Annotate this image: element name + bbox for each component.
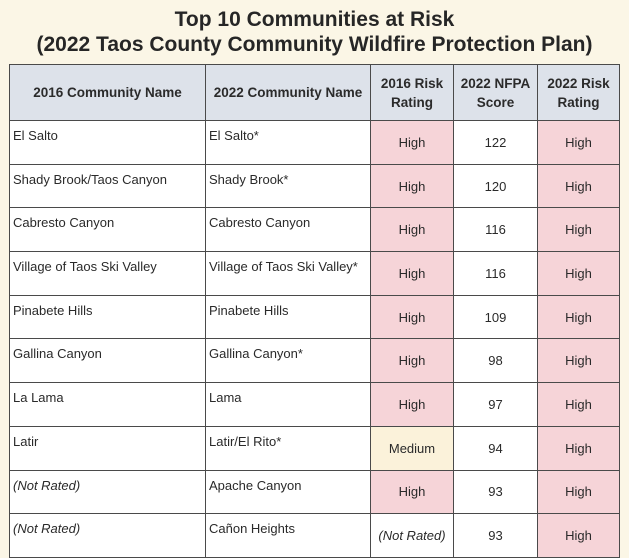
table-row: Shady Brook/Taos Canyon Shady Brook* Hig… [9, 163, 620, 209]
cell-nfpa-score: 122 [453, 120, 538, 165]
cell-2016-risk: High [370, 251, 454, 296]
cell-2016-risk: Medium [370, 425, 454, 471]
cell-2016-name: Shady Brook/Taos Canyon [9, 163, 206, 209]
header-text: Rating [557, 94, 600, 110]
cell-2016-risk: High [370, 469, 454, 515]
header-2022-community-name: 2022 Community Name [205, 64, 371, 121]
cell-2022-name: Village of Taos Ski Valley* [205, 251, 371, 296]
cell-2022-name: Pinabete Hills [205, 294, 371, 340]
header-text: 2022 NFPA [460, 75, 531, 91]
header-text: Rating [391, 94, 433, 110]
table-row: La Lama Lama High 97 High [9, 382, 620, 427]
table-row: El Salto El Salto* High 122 High [9, 120, 620, 165]
cell-2016-risk: High [370, 294, 454, 340]
cell-2016-risk: (Not Rated) [370, 513, 454, 558]
cell-2022-risk: High [537, 425, 620, 471]
cell-2016-risk: High [370, 207, 454, 253]
cell-2016-name: La Lama [9, 382, 206, 427]
cell-2022-risk: High [537, 163, 620, 209]
cell-nfpa-score: 93 [453, 513, 538, 558]
header-text: 2016 Risk [380, 75, 444, 91]
header-2022-risk-rating: 2022 Risk Rating [537, 64, 620, 121]
table-row: Village of Taos Ski Valley Village of Ta… [9, 251, 620, 296]
header-2016-risk-rating: 2016 Risk Rating [370, 64, 454, 121]
cell-2022-name: Cabresto Canyon [205, 207, 371, 253]
cell-nfpa-score: 98 [453, 338, 538, 384]
cell-2022-risk: High [537, 207, 620, 253]
cell-2016-name: Latir [9, 425, 206, 471]
cell-2016-risk: High [370, 163, 454, 209]
cell-2016-name: Village of Taos Ski Valley [9, 251, 206, 296]
title-line-1: Top 10 Communities at Risk [174, 8, 455, 31]
cell-2016-name: El Salto [9, 120, 206, 165]
cell-2022-risk: High [537, 294, 620, 340]
cell-2016-name: Cabresto Canyon [9, 207, 206, 253]
cell-nfpa-score: 93 [453, 469, 538, 515]
header-text: Score [476, 94, 515, 110]
page-title: Top 10 Communities at Risk (2022 Taos Co… [0, 7, 629, 57]
cell-nfpa-score: 120 [453, 163, 538, 209]
table-row: Pinabete Hills Pinabete Hills High 109 H… [9, 294, 620, 340]
cell-2022-risk: High [537, 382, 620, 427]
cell-2022-name: Cañon Heights [205, 513, 371, 558]
header-2022-nfpa-score: 2022 NFPA Score [453, 64, 538, 121]
communities-at-risk-table: 2016 Community Name 2022 Community Name … [9, 64, 620, 558]
cell-2016-name: Pinabete Hills [9, 294, 206, 340]
table-row: Latir Latir/El Rito* Medium 94 High [9, 425, 620, 471]
header-text: 2022 Risk [547, 75, 610, 91]
cell-2022-name: Lama [205, 382, 371, 427]
cell-2022-name: Gallina Canyon* [205, 338, 371, 384]
table-header-row: 2016 Community Name 2022 Community Name … [9, 64, 620, 121]
table-row: Gallina Canyon Gallina Canyon* High 98 H… [9, 338, 620, 384]
cell-nfpa-score: 94 [453, 425, 538, 471]
table-row: (Not Rated) Cañon Heights (Not Rated) 93… [9, 513, 620, 558]
cell-2022-risk: High [537, 513, 620, 558]
cell-2022-risk: High [537, 338, 620, 384]
cell-nfpa-score: 97 [453, 382, 538, 427]
cell-2016-name: (Not Rated) [9, 513, 206, 558]
cell-2016-risk: High [370, 382, 454, 427]
title-line-2: (2022 Taos County Community Wildfire Pro… [36, 33, 593, 56]
cell-2022-name: El Salto* [205, 120, 371, 165]
cell-2022-risk: High [537, 469, 620, 515]
cell-nfpa-score: 116 [453, 207, 538, 253]
header-2016-community-name: 2016 Community Name [9, 64, 206, 121]
cell-2022-risk: High [537, 251, 620, 296]
cell-2016-risk: High [370, 120, 454, 165]
cell-nfpa-score: 116 [453, 251, 538, 296]
cell-2022-name: Apache Canyon [205, 469, 371, 515]
cell-2022-risk: High [537, 120, 620, 165]
cell-2016-name: (Not Rated) [9, 469, 206, 515]
cell-2016-name: Gallina Canyon [9, 338, 206, 384]
table-row: (Not Rated) Apache Canyon High 93 High [9, 469, 620, 515]
cell-2022-name: Shady Brook* [205, 163, 371, 209]
cell-2022-name: Latir/El Rito* [205, 425, 371, 471]
cell-nfpa-score: 109 [453, 294, 538, 340]
table-row: Cabresto Canyon Cabresto Canyon High 116… [9, 207, 620, 253]
cell-2016-risk: High [370, 338, 454, 384]
